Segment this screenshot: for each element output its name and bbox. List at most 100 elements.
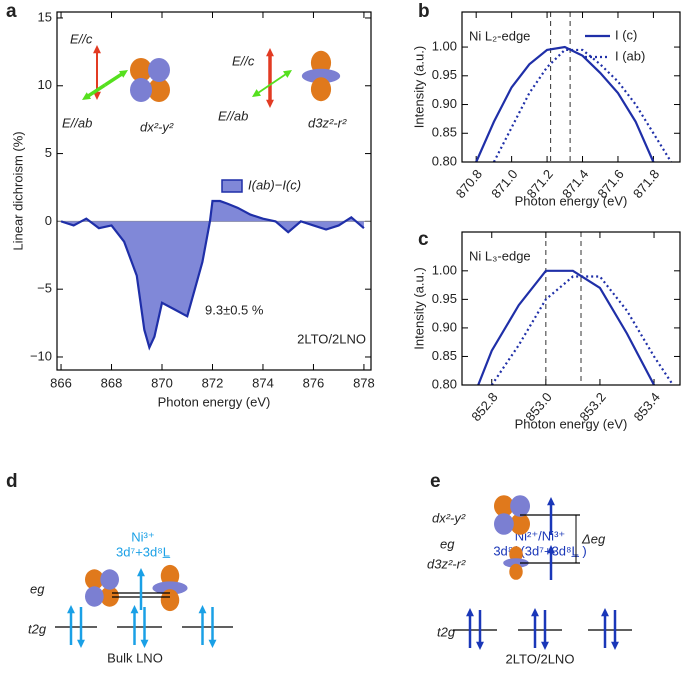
annotation: E//c [70,31,93,46]
area [61,201,364,348]
eg-label: eg [440,536,455,551]
arrow-head [130,605,139,614]
arrow-head [77,639,85,648]
line [492,48,673,163]
annotation: 2LTO/2LNO [297,331,366,346]
y-tick-label: 10 [38,77,52,92]
orbital-lobe [510,495,530,517]
orbital-lobe [148,58,170,82]
arrow-head [547,497,555,506]
x-tick-label: 871.8 [630,166,662,201]
ion-label: Ni³⁺ [131,529,154,544]
y-tick-label: 0.90 [432,96,457,111]
arrow-head [198,605,207,614]
t2g-label: t2g [28,621,47,636]
x-tick-label: 853.4 [631,389,663,424]
legend-label: I (ab) [615,48,645,63]
line [475,45,655,163]
caption: Bulk LNO [107,650,163,665]
y-tick-label: 0.80 [432,376,457,391]
panel-label: e [430,471,441,492]
orbital-lobe [494,495,514,517]
panel-label: b [418,1,430,22]
chart-title: Ni L₃-edge [469,248,531,263]
y-tick-label: −10 [30,348,52,363]
orbital-lobe [130,78,152,102]
arrow [104,71,125,87]
arrow-head [266,99,274,108]
x-tick-label: 870.8 [453,166,485,201]
config-label: 3d⁷+3d⁸L̲ [116,544,170,559]
orbital-ring [503,558,529,568]
arrow-head [82,92,92,100]
orbital-lobe [160,564,180,587]
annotation: E//ab [218,108,248,123]
y-tick-label: 0.90 [432,319,457,334]
chart: a 866 868 870 872 874 876 878 −10 −5 0 5 10 15 Photon … [6,1,375,409]
plot-frame [461,231,681,386]
arrow-head [531,608,539,617]
annotation: dx²-y² [140,119,174,134]
annotation: E//ab [62,115,92,130]
y-tick-label: 0.80 [432,153,457,168]
legend-swatch [221,179,243,193]
x-tick-label: 878 [353,375,375,390]
orbital-lobe [510,513,530,535]
x-tick-label: 874 [252,375,274,390]
orbital-lobe [85,586,104,607]
x-tick-label: 876 [303,375,325,390]
y-axis-label: Intensity (a.u.) [411,46,426,128]
arrow-head [541,641,549,650]
arrow-head [601,608,609,617]
x-tick-label: 852.8 [468,389,500,424]
arrow-head [611,641,619,650]
annotation: E//c [232,53,255,68]
orbital-lobe [85,569,104,590]
y-tick-label: 0 [45,213,52,228]
plot-frame [56,11,372,371]
orbital-ring [152,581,188,595]
orbital-label: d3z²-r² [427,556,466,571]
y-tick-label: 5 [45,145,52,160]
line [60,199,365,351]
arrow-head [208,639,217,648]
orbital-lobe [509,563,523,580]
arrow-head [252,89,262,97]
line [490,275,674,386]
panel-label: a [6,1,17,22]
orbital-lobe [148,78,170,102]
chart-title: Ni L₂-edge [469,28,530,43]
y-tick-label: 0.95 [432,291,457,306]
arrow-head [137,568,145,577]
x-axis-label: Photon energy (eV) [515,416,628,431]
legend-label: I(ab)−I(c) [248,177,301,192]
eg-label: eg [30,581,45,596]
x-axis-label: Photon energy (eV) [158,394,271,409]
x-tick-label: 872 [202,375,224,390]
orbital-lobe [100,586,119,607]
y-axis-label: Linear dichroism (%) [10,131,25,250]
panel-label: d [6,471,18,492]
annotation: d3z²-r² [308,115,347,130]
x-tick-label: 868 [101,375,123,390]
plot-frame [461,11,681,163]
orbital-lobe [130,58,152,82]
arrow-head [476,641,484,650]
arrow [256,82,273,95]
arrow-head [282,70,292,78]
y-tick-label: −5 [37,281,52,296]
orbital-lobe [494,513,514,535]
orbital-lobe [509,546,523,563]
arrow-head [67,605,75,614]
y-axis-label: Intensity (a.u.) [411,267,426,349]
arrow-head [466,608,474,617]
annotation: 9.3±0.5 % [205,302,264,317]
y-tick-label: 1.00 [432,38,457,53]
y-tick-label: 1.00 [432,262,457,277]
arrow-head [140,639,149,648]
y-tick-label: 0.95 [432,67,457,82]
arrow-head [93,45,101,54]
